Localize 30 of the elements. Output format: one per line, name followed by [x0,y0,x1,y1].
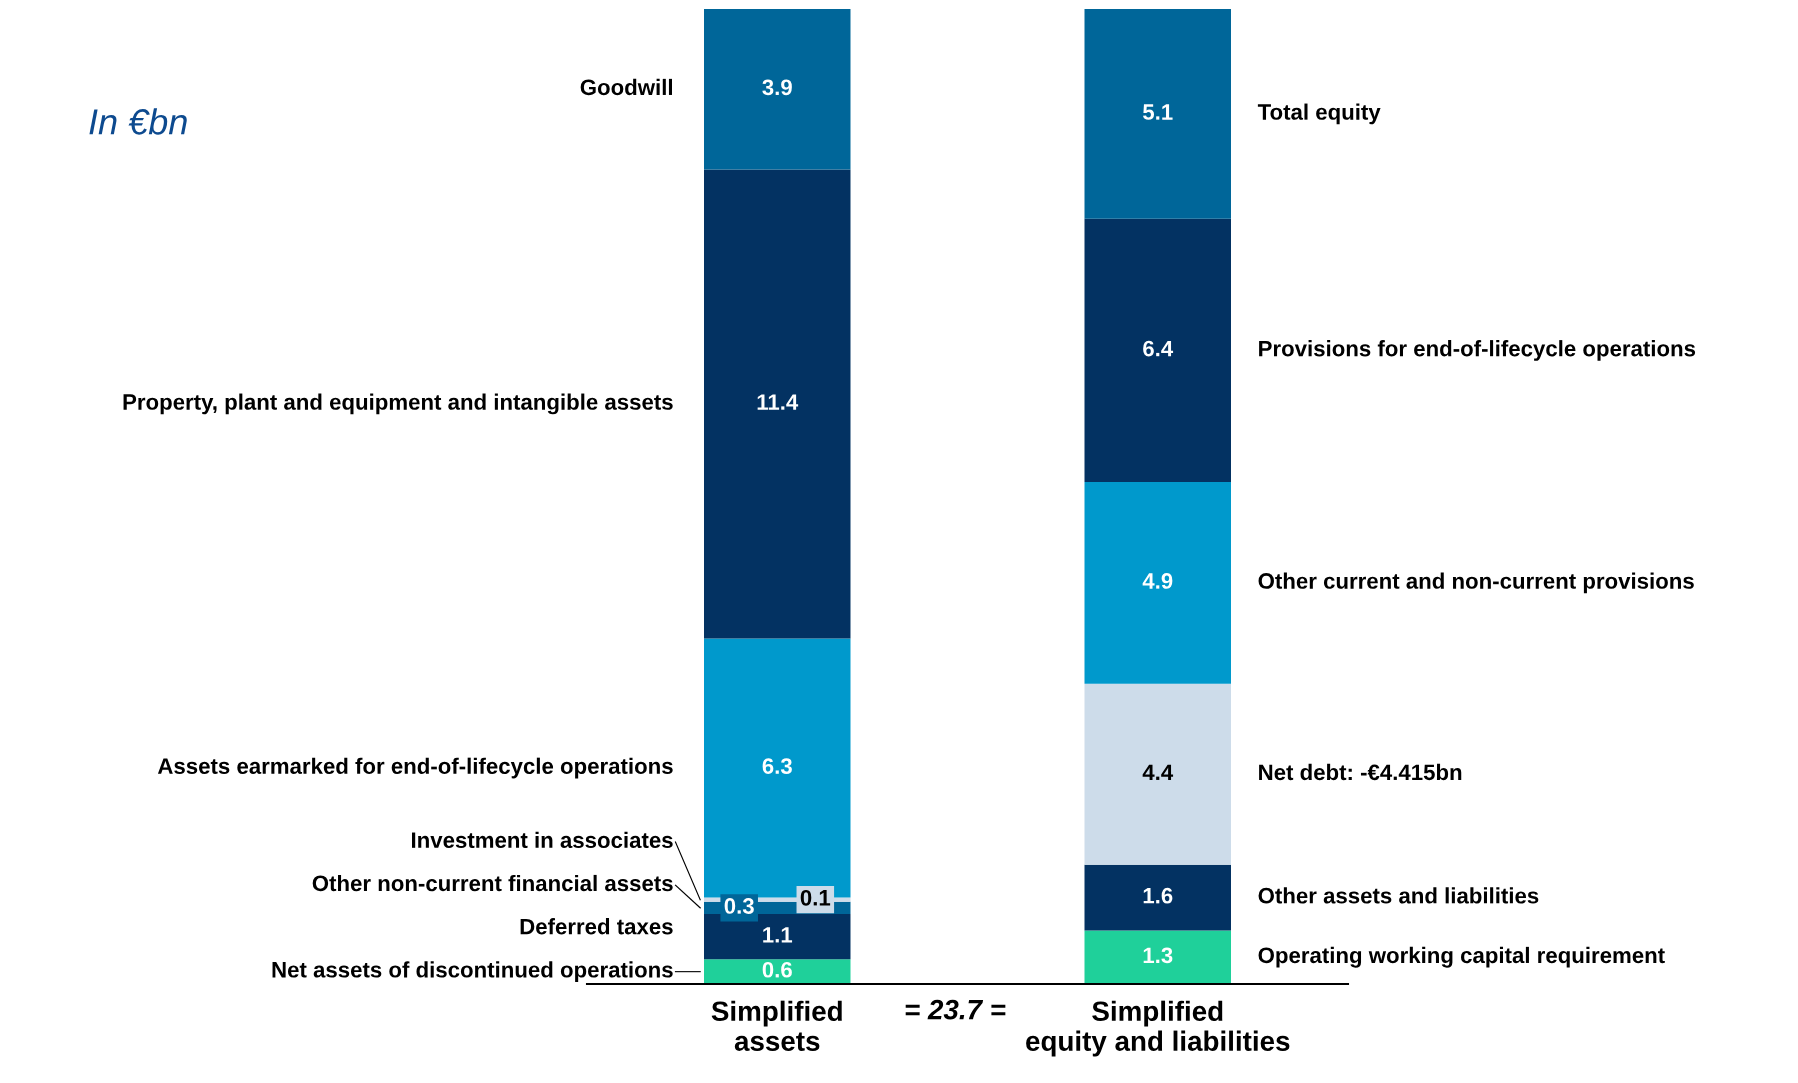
data-label: 4.9 [1142,573,1173,589]
series-label: Assets earmarked for end-of-lifecycle operations [157,757,673,779]
series-label: Other non-current financial assets [312,874,673,892]
data-label: 3.9 [762,79,792,96]
series-label: Net debt: -€4.415bn [1259,763,1462,781]
series-label: Goodwill [580,78,672,96]
data-label: 0.3 [724,898,754,914]
data-label: 1.6 [1143,887,1173,904]
data-label: 4.4 [1142,764,1174,780]
series-label: Other current and non-current provisions [1258,572,1694,594]
series-label: Operating working capital requirement [1258,946,1665,968]
data-label: 6.4 [1143,340,1174,357]
text: = 23.7 = [905,999,1006,1020]
data-label: 11.4 [757,394,799,410]
text: In €bn [89,108,187,135]
series-label: Net assets of discontinued operations [272,961,673,983]
series-label: Provisions for end-of-lifecycle operations [1259,340,1696,361]
data-label: 5.1 [1142,104,1173,120]
series-label: Other assets and liabilities [1258,887,1539,904]
data-label: 1.3 [1143,947,1173,964]
series-label: Total equity [1257,103,1381,125]
text: Investment in associates [412,831,673,849]
data-label: 6.3 [762,758,792,775]
data-label: 1.1 [763,927,793,943]
series-label: Deferred taxes [520,918,673,935]
x-tick-label: Simplified equity and liabilities [1026,1000,1290,1057]
x-tick-label: Simplified assets [711,1000,842,1051]
data-label: 0.1 [800,889,831,906]
data-label: 0.6 [762,961,792,978]
series-label: Property, plant and equipment and intangible assets [123,393,673,415]
